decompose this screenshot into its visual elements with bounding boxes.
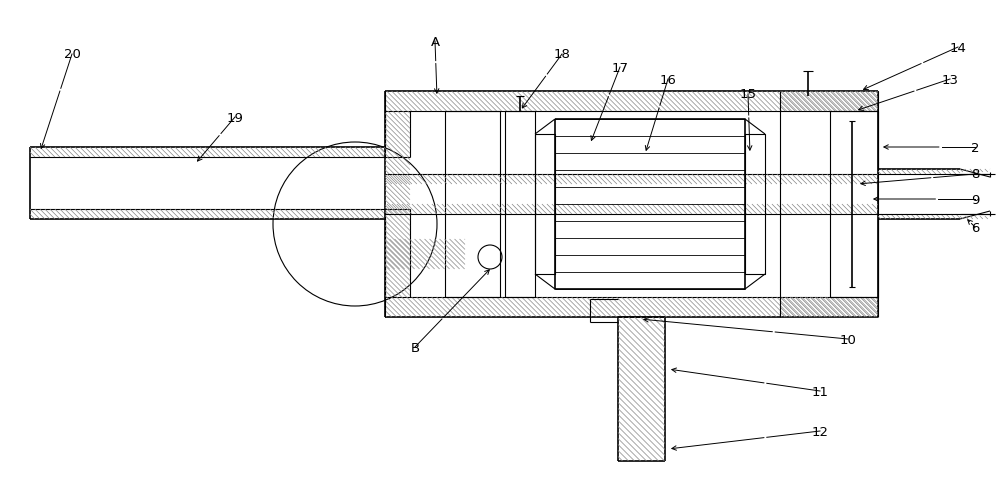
Text: 9: 9 — [971, 193, 979, 206]
Text: 2: 2 — [971, 141, 979, 154]
Text: A: A — [430, 36, 440, 48]
Text: 11: 11 — [812, 385, 828, 398]
Text: 20: 20 — [64, 48, 80, 61]
Text: 13: 13 — [942, 73, 958, 86]
Text: 6: 6 — [971, 221, 979, 234]
Text: 19: 19 — [227, 111, 243, 124]
Text: 12: 12 — [812, 425, 828, 438]
Text: 14: 14 — [950, 41, 966, 54]
Text: 8: 8 — [971, 168, 979, 181]
Text: 10: 10 — [840, 333, 856, 346]
Text: 18: 18 — [554, 48, 570, 61]
Text: 17: 17 — [612, 61, 629, 74]
Text: B: B — [410, 341, 420, 354]
Text: 15: 15 — [740, 88, 757, 102]
Text: 16: 16 — [660, 73, 676, 86]
